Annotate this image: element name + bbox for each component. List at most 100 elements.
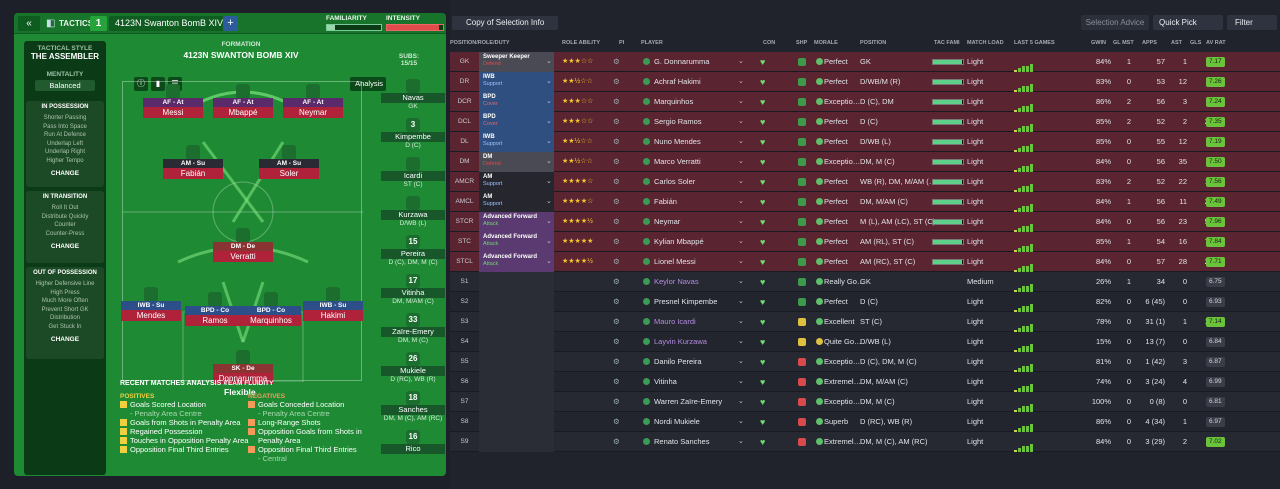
tactical-style-value[interactable]: THE ASSEMBLER [30, 52, 100, 61]
chevron-down-icon[interactable]: ⌄ [738, 158, 744, 165]
pitch-player[interactable]: IWB - Su Hakimi [303, 287, 363, 321]
table-row[interactable]: S8 ⚙ Nordi Mukiele ⌄ ♥ Superb D (RC), WB (R) Li… [450, 412, 1280, 432]
sub-player[interactable]: 18 Sanches DM, M (C), AM (RC) [381, 391, 445, 422]
table-row[interactable]: S3 ⚙ Mauro Icardi ⌄ ♥ Excellent ST (C) Light 78%… [450, 312, 1280, 332]
chart-icon[interactable]: ▮ [151, 77, 165, 91]
player-cell[interactable]: Marquinhos [641, 92, 749, 112]
player-instructions-icon[interactable]: ⚙ [613, 57, 620, 66]
pitch-player[interactable]: AM - Su Soler [259, 145, 319, 179]
table-row[interactable]: AMCL AM Support ⌄ ★★★★☆ ⚙ Fabián ⌄ ♥ Perfect DM, M… [450, 192, 1280, 212]
chevron-down-icon[interactable]: ⌄ [738, 418, 744, 425]
role-duty[interactable]: BPD Cover [479, 92, 554, 112]
chevron-down-icon[interactable]: ⌄ [738, 358, 744, 365]
sub-player[interactable]: 16 Rico [381, 430, 445, 454]
chevron-down-icon[interactable]: ⌄ [546, 58, 552, 65]
column-header[interactable]: SHP [796, 40, 808, 46]
role-duty[interactable] [479, 392, 554, 412]
quick-pick-button[interactable]: Quick Pick [1153, 15, 1223, 30]
role-duty[interactable] [479, 412, 554, 432]
chevron-down-icon[interactable]: ⌄ [738, 278, 744, 285]
role-duty[interactable] [479, 372, 554, 392]
chevron-down-icon[interactable]: ⌄ [738, 318, 744, 325]
player-instructions-icon[interactable]: ⚙ [613, 77, 620, 86]
table-row[interactable]: S6 ⚙ Vitinha ⌄ ♥ Extremel… DM, M/AM (C) Light 74… [450, 372, 1280, 392]
player-instructions-icon[interactable]: ⚙ [613, 177, 620, 186]
column-header[interactable]: GLS [1190, 40, 1202, 46]
sub-player[interactable]: 33 Zaïre-Emery DM, M (C) [381, 313, 445, 344]
role-duty[interactable]: AM Support [479, 192, 554, 212]
collapse-button[interactable]: « [18, 16, 40, 31]
player-cell[interactable]: Layvin Kurzawa [641, 332, 749, 352]
column-header[interactable]: CON [763, 40, 776, 46]
player-cell[interactable]: Warren Zaïre-Emery [641, 392, 749, 412]
table-row[interactable]: DM DM Defend ⌄ ★★½☆☆ ⚙ Marco Verratti ⌄ ♥ Excepti… [450, 152, 1280, 172]
column-header[interactable]: PI [619, 40, 625, 46]
player-instructions-icon[interactable]: ⚙ [613, 337, 620, 346]
sub-player[interactable]: 17 Vitinha DM, M/AM (C) [381, 274, 445, 305]
role-duty[interactable]: BPD Cover [479, 112, 554, 132]
table-row[interactable]: STCR Advanced Forward Attack ⌄ ★★★★½ ⚙ Neymar ⌄… [450, 212, 1280, 232]
role-duty[interactable] [479, 312, 554, 332]
role-duty[interactable]: Sweeper Keeper Defend [479, 52, 554, 72]
formation-selector[interactable]: 4123N Swanton BomB XIV [109, 16, 224, 31]
recent-matches-title[interactable]: RECENT MATCHES ANALYSIS › [120, 380, 226, 387]
player-cell[interactable]: Kylian Mbappé [641, 232, 749, 252]
column-header[interactable]: GL MST [1113, 40, 1134, 46]
role-duty[interactable]: Advanced Forward Attack [479, 252, 554, 272]
chevron-down-icon[interactable]: ⌄ [738, 338, 744, 345]
chevron-down-icon[interactable]: ⌄ [738, 218, 744, 225]
pitch-player[interactable]: IWB - Su Mendes [121, 287, 181, 321]
chevron-down-icon[interactable]: ⌄ [738, 298, 744, 305]
player-instructions-icon[interactable]: ⚙ [613, 317, 620, 326]
player-instructions-icon[interactable]: ⚙ [613, 277, 620, 286]
table-row[interactable]: GK Sweeper Keeper Defend ⌄ ★★★☆☆ ⚙ G. Donnarum… [450, 52, 1280, 72]
formation-title[interactable]: 4123N SWANTON BOMB XIV [183, 50, 299, 60]
filter-button[interactable]: Filter [1227, 15, 1277, 30]
sub-player[interactable]: 15 Pereira D (C), DM, M (C) [381, 235, 445, 266]
selection-advice-button[interactable]: Selection Advice [1081, 15, 1149, 30]
table-row[interactable]: S9 ⚙ Renato Sanches ⌄ ♥ Extremel… DM, M (C), A… [450, 432, 1280, 452]
player-instructions-icon[interactable]: ⚙ [613, 257, 620, 266]
chevron-down-icon[interactable]: ⌄ [738, 138, 744, 145]
chevron-down-icon[interactable]: ⌄ [738, 438, 744, 445]
player-instructions-icon[interactable]: ⚙ [613, 157, 620, 166]
player-cell[interactable]: Presnel Kimpembe [641, 292, 749, 312]
chevron-down-icon[interactable]: ⌄ [738, 98, 744, 105]
pitch-player[interactable]: AF - At Neymar [283, 84, 343, 118]
player-cell[interactable]: Mauro Icardi [641, 312, 749, 332]
player-cell[interactable]: G. Donnarumma [641, 52, 749, 72]
table-row[interactable]: S1 ⚙ Keylor Navas ⌄ ♥ Really Go… GK Medium 26% 1 3… [450, 272, 1280, 292]
column-header[interactable]: AV RAT [1206, 40, 1226, 46]
role-duty[interactable] [479, 292, 554, 312]
sub-player[interactable]: Kurzawa D/WB (L) [381, 196, 445, 227]
player-cell[interactable]: Vitinha [641, 372, 749, 392]
sub-player[interactable]: Navas GK [381, 79, 445, 110]
pitch-player[interactable]: AF - At Mbappé [213, 84, 273, 118]
table-row[interactable]: AMCR AM Support ⌄ ★★★★☆ ⚙ Carlos Soler ⌄ ♥ Perfec… [450, 172, 1280, 192]
role-duty[interactable] [479, 352, 554, 372]
player-instructions-icon[interactable]: ⚙ [613, 437, 620, 446]
out-of-possession-change-button[interactable]: CHANGE [50, 336, 80, 343]
player-cell[interactable]: Carlos Soler [641, 172, 749, 192]
chevron-down-icon[interactable]: ⌄ [738, 178, 744, 185]
table-row[interactable]: S7 ⚙ Warren Zaïre-Emery ⌄ ♥ Exceptio… DM, M (C… [450, 392, 1280, 412]
pitch-player[interactable]: BPD - Co Marquinhos [241, 292, 301, 326]
chevron-down-icon[interactable]: ⌄ [738, 78, 744, 85]
chevron-down-icon[interactable]: ⌄ [546, 258, 552, 265]
mentality-dropdown[interactable]: Balanced [35, 80, 95, 91]
chevron-down-icon[interactable]: ⌄ [546, 218, 552, 225]
column-header[interactable]: APPS [1142, 40, 1157, 46]
table-row[interactable]: S5 ⚙ Danilo Pereira ⌄ ♥ Exceptio… D (C), DM, M… [450, 352, 1280, 372]
in-possession-change-button[interactable]: CHANGE [50, 170, 80, 177]
formation-slot-number[interactable]: 1 [90, 16, 107, 31]
role-duty[interactable]: Advanced Forward Attack [479, 232, 554, 252]
copy-selection-dropdown[interactable]: Copy of Selection Info [452, 16, 558, 30]
role-duty[interactable]: IWB Support [479, 132, 554, 152]
chevron-down-icon[interactable]: ⌄ [546, 238, 552, 245]
player-instructions-icon[interactable]: ⚙ [613, 377, 620, 386]
role-duty[interactable]: AM Support [479, 172, 554, 192]
player-cell[interactable]: Keylor Navas [641, 272, 749, 292]
player-cell[interactable]: Nordi Mukiele [641, 412, 749, 432]
sub-player[interactable]: 26 Mukiele D (RC), WB (R) [381, 352, 445, 383]
player-cell[interactable]: Neymar [641, 212, 749, 232]
